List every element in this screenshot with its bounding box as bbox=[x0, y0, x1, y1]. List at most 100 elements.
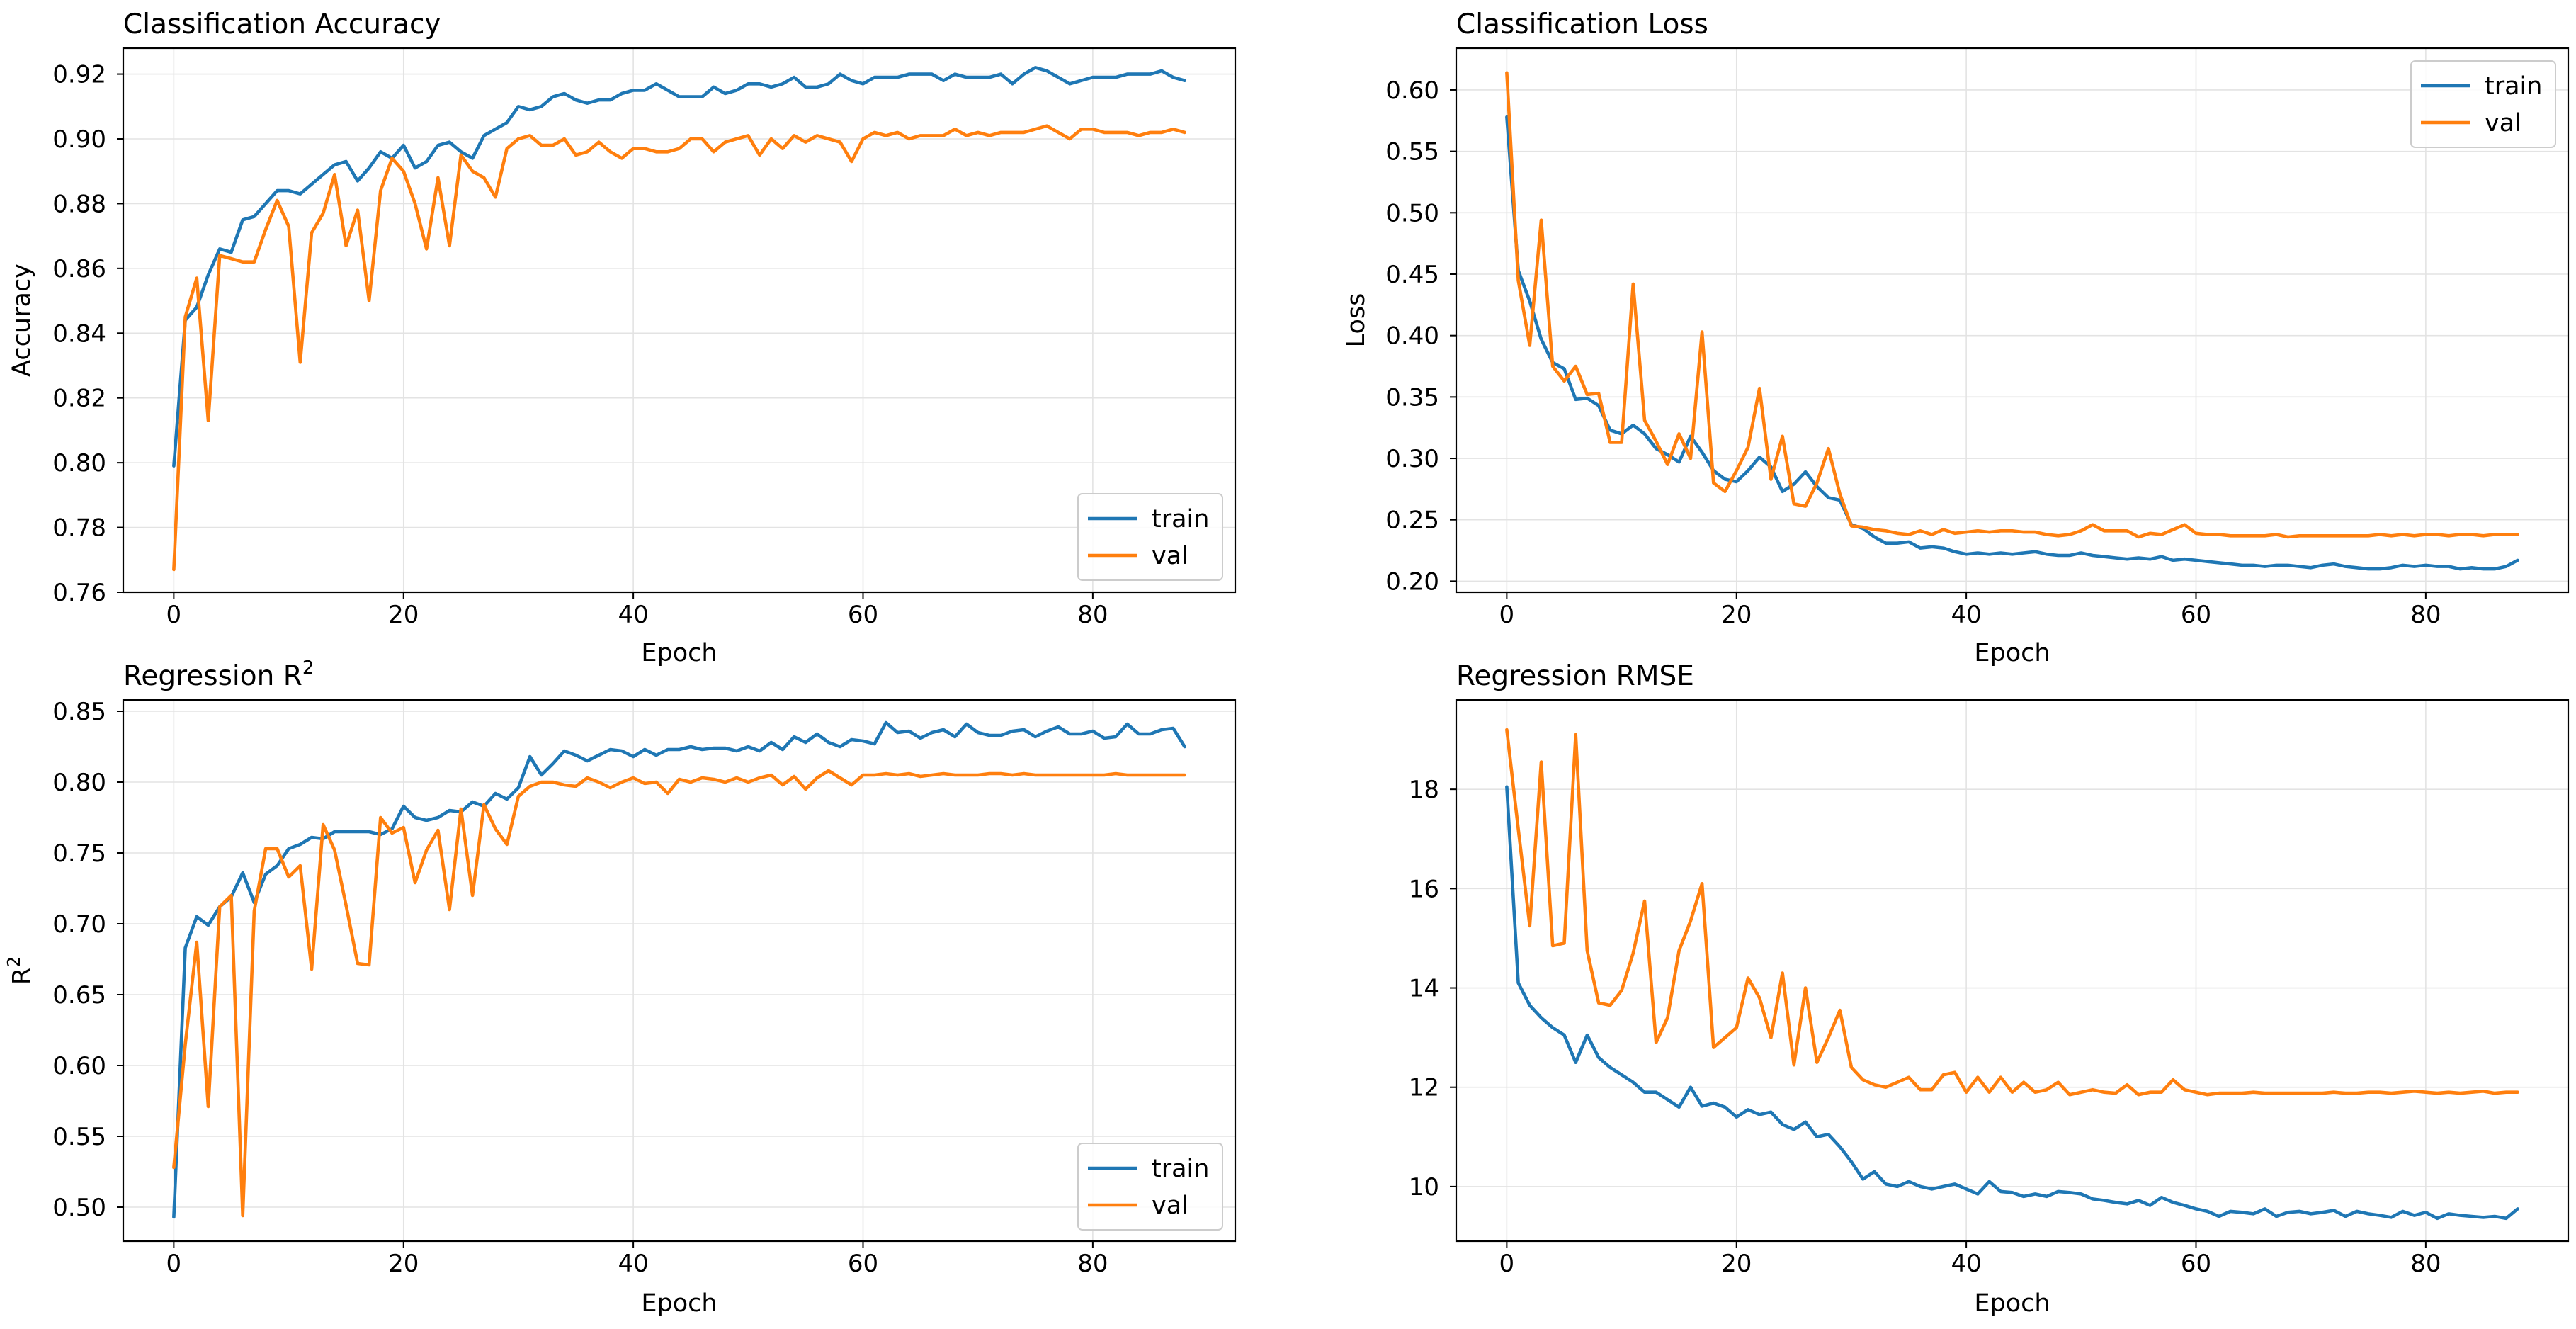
y-tick-label: 10 bbox=[1409, 1173, 1439, 1201]
y-tick-label: 0.55 bbox=[52, 1123, 106, 1151]
y-tick-label: 0.40 bbox=[1385, 322, 1439, 351]
y-tick-label: 18 bbox=[1409, 776, 1439, 804]
legend-label-val: val bbox=[2485, 109, 2521, 137]
x-tick-label: 20 bbox=[1721, 601, 1752, 629]
panel-regression-r2: Regression R2 Epoch R2 0 20 40 60 80 0.50 0.55… bbox=[4, 657, 1237, 1318]
axes-frame bbox=[1455, 699, 2570, 1243]
series-line-val bbox=[1505, 71, 2519, 539]
panel-classification-accuracy: Classification Accuracy Epoch Accuracy 0… bbox=[8, 9, 1237, 667]
x-axis-label: Epoch bbox=[1974, 1289, 2050, 1318]
gridlines bbox=[1456, 700, 2568, 1241]
gridlines bbox=[1456, 48, 2568, 592]
x-tick-label: 40 bbox=[618, 1250, 648, 1278]
y-tick-label: 0.50 bbox=[52, 1194, 106, 1222]
panel-regression-rmse: Regression RMSE Epoch 0 20 40 60 80 10 12 14 16 1… bbox=[1409, 660, 2570, 1318]
legend-label-train: train bbox=[2485, 72, 2542, 101]
y-tick-label: 0.25 bbox=[1385, 507, 1439, 535]
y-tick-label: 0.45 bbox=[1385, 261, 1439, 289]
legend-frame bbox=[1077, 1143, 1223, 1231]
legend: train val bbox=[2410, 60, 2556, 148]
axes-frame bbox=[1455, 47, 2570, 594]
legend-label-train: train bbox=[1152, 1155, 1209, 1183]
x-tick-label: 20 bbox=[388, 1250, 419, 1278]
x-axis-label: Epoch bbox=[1974, 639, 2050, 667]
y-tick-label: 0.86 bbox=[52, 255, 106, 283]
legend-label-val: val bbox=[1152, 1192, 1188, 1220]
plot-area bbox=[1505, 728, 2519, 1221]
gridlines bbox=[123, 700, 1235, 1241]
y-tick-label: 14 bbox=[1409, 975, 1439, 1003]
y-tick-label: 0.55 bbox=[1385, 138, 1439, 166]
legend-label-val: val bbox=[1152, 542, 1188, 570]
y-tick-label: 0.60 bbox=[52, 1052, 106, 1080]
series-line-val bbox=[1505, 728, 2519, 1097]
y-axis-label: Loss bbox=[1342, 293, 1371, 348]
axes-frame bbox=[122, 47, 1237, 594]
chart-title: Regression R2 bbox=[123, 657, 314, 692]
plot-area bbox=[172, 720, 1186, 1219]
x-tick-label: 60 bbox=[848, 601, 878, 629]
y-tick-label: 0.76 bbox=[52, 579, 106, 607]
y-axis-label-superscript: 2 bbox=[4, 956, 24, 968]
legend-frame bbox=[2410, 60, 2556, 148]
legend: train val bbox=[1077, 1143, 1223, 1231]
y-tick-label: 0.65 bbox=[52, 981, 106, 1010]
x-tick-label: 0 bbox=[1499, 1250, 1515, 1278]
x-tick-label: 80 bbox=[1077, 1250, 1108, 1278]
series-line-val bbox=[172, 769, 1186, 1218]
y-tick-label: 0.82 bbox=[52, 385, 106, 413]
y-tick-label: 0.35 bbox=[1385, 383, 1439, 412]
x-tick-label: 20 bbox=[1721, 1250, 1752, 1278]
x-tick-label: 80 bbox=[2410, 601, 2441, 629]
x-tick-label: 20 bbox=[388, 601, 419, 629]
y-tick-label: 0.80 bbox=[52, 449, 106, 477]
y-tick-label: 0.30 bbox=[1385, 445, 1439, 473]
y-tick-label: 0.78 bbox=[52, 514, 106, 543]
series-line-train bbox=[172, 720, 1186, 1219]
y-tick-label: 0.85 bbox=[52, 698, 106, 726]
panel-classification-loss: Classification Loss Epoch Loss 0 20 40 60 80… bbox=[1342, 9, 2570, 667]
x-tick-label: 60 bbox=[2181, 1250, 2211, 1278]
y-axis-label: R2 bbox=[4, 956, 36, 985]
y-axis-label: Accuracy bbox=[8, 264, 36, 377]
x-axis-label: Epoch bbox=[641, 1289, 717, 1318]
chart-title: Classification Loss bbox=[1456, 9, 1708, 40]
x-tick-label: 40 bbox=[1951, 1250, 1981, 1278]
series-line-val bbox=[172, 124, 1186, 572]
y-tick-label: 0.90 bbox=[52, 125, 106, 154]
x-tick-label: 40 bbox=[1951, 601, 1981, 629]
plot-area bbox=[1505, 71, 2519, 571]
y-tick-label: 16 bbox=[1409, 875, 1439, 903]
y-tick-label: 0.70 bbox=[52, 910, 106, 939]
chart-title: Classification Accuracy bbox=[123, 9, 441, 40]
series-line-train bbox=[172, 66, 1186, 468]
y-tick-label: 12 bbox=[1409, 1074, 1439, 1102]
legend-frame bbox=[1077, 493, 1223, 581]
x-tick-label: 0 bbox=[166, 601, 182, 629]
axes-frame bbox=[122, 699, 1237, 1243]
x-axis-label: Epoch bbox=[641, 639, 717, 667]
x-tick-label: 60 bbox=[848, 1250, 878, 1278]
y-tick-label: 0.88 bbox=[52, 190, 106, 218]
y-tick-label: 0.80 bbox=[52, 769, 106, 797]
x-tick-label: 0 bbox=[1499, 601, 1515, 629]
x-tick-label: 60 bbox=[2181, 601, 2211, 629]
y-tick-label: 0.60 bbox=[1385, 77, 1439, 105]
x-tick-label: 0 bbox=[166, 1250, 182, 1278]
series-line-train bbox=[1505, 785, 2519, 1221]
plot-area bbox=[172, 66, 1186, 572]
y-tick-label: 0.92 bbox=[52, 61, 106, 89]
title-superscript: 2 bbox=[302, 657, 314, 679]
y-tick-label: 0.75 bbox=[52, 839, 106, 868]
y-tick-label: 0.84 bbox=[52, 319, 106, 348]
y-tick-label: 0.50 bbox=[1385, 199, 1439, 227]
x-tick-label: 80 bbox=[2410, 1250, 2441, 1278]
x-tick-label: 80 bbox=[1077, 601, 1108, 629]
chart-title: Regression RMSE bbox=[1456, 660, 1694, 692]
legend: train val bbox=[1077, 493, 1223, 581]
gridlines bbox=[123, 48, 1235, 593]
x-tick-label: 40 bbox=[618, 601, 648, 629]
legend-label-train: train bbox=[1152, 505, 1209, 533]
series-line-train bbox=[1505, 115, 2519, 571]
